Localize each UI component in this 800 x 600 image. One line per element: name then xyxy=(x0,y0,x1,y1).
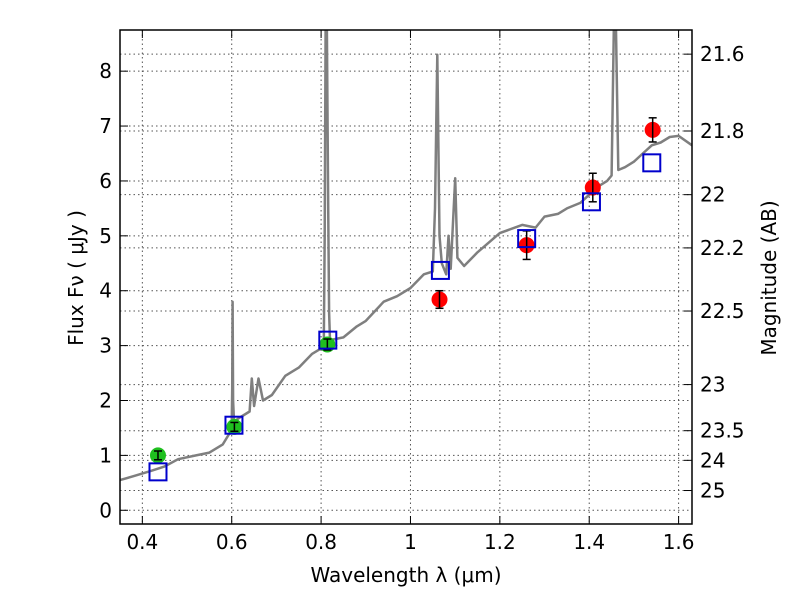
y-tick-label: 1 xyxy=(99,443,112,467)
y-tick-label: 2 xyxy=(99,389,112,413)
y2-tick-label: 23.5 xyxy=(700,419,745,443)
y2-tick-label: 22.5 xyxy=(700,299,745,323)
model-square-marker xyxy=(148,462,168,482)
model-square-marker xyxy=(517,229,537,249)
x-tick-label: 0.4 xyxy=(126,530,158,554)
y2-tick-label: 22.2 xyxy=(700,236,745,260)
y2-tick-label: 21.6 xyxy=(700,42,745,66)
x-tick-label: 1 xyxy=(404,530,417,554)
y-tick-label: 0 xyxy=(99,498,112,522)
data-layer xyxy=(120,30,692,482)
plot-frame xyxy=(119,29,693,525)
model-square-marker xyxy=(642,153,662,173)
y-tick-label: 5 xyxy=(99,224,112,248)
x-tick-label: 0.8 xyxy=(305,530,337,554)
x-tick-label: 0.6 xyxy=(216,530,248,554)
y-tick-label: 7 xyxy=(99,114,112,138)
model-square-marker xyxy=(581,192,601,212)
y2-tick-label: 24 xyxy=(700,448,725,472)
y2-tick-label: 23 xyxy=(700,373,725,397)
y2-axis-title: Magnitude (AB) xyxy=(757,200,781,355)
model-square-marker xyxy=(318,330,338,350)
y-tick-label: 6 xyxy=(99,169,112,193)
x-tick-label: 1.6 xyxy=(663,530,695,554)
y-tick-label: 3 xyxy=(99,334,112,358)
x-tick-label: 1.2 xyxy=(484,530,516,554)
model-square-marker xyxy=(224,415,244,435)
grid xyxy=(120,30,692,524)
y-axis-title: Flux Fν ( μJy ) xyxy=(64,210,88,346)
plot-area xyxy=(120,30,692,524)
y2-tick-label: 21.8 xyxy=(700,119,745,143)
x-axis-title: Wavelength λ (μm) xyxy=(310,563,501,587)
y2-tick-label: 25 xyxy=(700,479,725,503)
y2-tick-label: 22 xyxy=(700,183,725,207)
y-tick-label: 4 xyxy=(99,279,112,303)
ticks: 0.4 0.6 0.8 1 1.2 1.4 1.601234567821.621.82222… xyxy=(99,30,745,554)
y-tick-label: 8 xyxy=(99,59,112,83)
x-tick-label: 1.4 xyxy=(573,530,605,554)
model-square-marker xyxy=(430,260,450,280)
spectrum-line xyxy=(120,30,692,482)
